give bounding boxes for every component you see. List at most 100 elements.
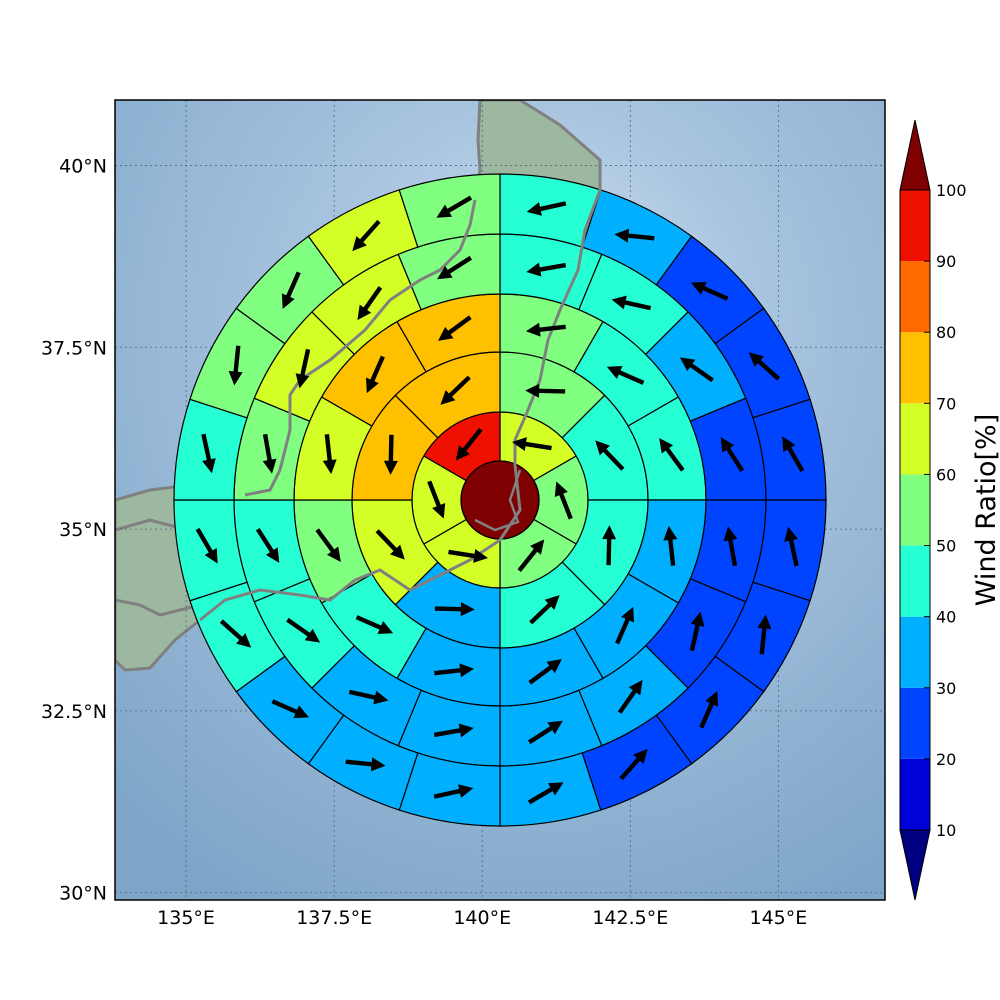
longitude-tick-label: 145°E — [749, 907, 807, 929]
colorbar-under-extension — [899, 829, 931, 901]
longitude-ticks: 135°E 137.5°E 140°E 142.5°E 145°E — [157, 907, 807, 929]
colorbar-tick-label: 90 — [936, 252, 956, 271]
latitude-tick-label: 32.5°N — [41, 701, 107, 723]
colorbar-segment — [900, 616, 930, 688]
wind-arrow — [690, 281, 729, 301]
wind-arrow — [433, 723, 474, 738]
wind-arrow — [782, 436, 805, 473]
wind-arrow — [720, 437, 745, 473]
wind-arrow — [699, 690, 719, 729]
wind-arrow — [345, 757, 386, 772]
wind-arrow — [784, 526, 799, 567]
latitude-tick-label: 35°N — [59, 519, 107, 541]
wind-arrow — [529, 595, 560, 625]
longitude-tick-label: 140°E — [453, 907, 511, 929]
wind-arrow — [315, 528, 341, 562]
wind-arrow — [525, 322, 566, 337]
colorbar-tick-label: 100 — [936, 181, 967, 200]
colorbar-tick-label: 80 — [936, 323, 956, 342]
wind-arrow — [595, 440, 625, 471]
colorbar-segment — [900, 474, 930, 546]
wind-ratio-sectors — [174, 174, 827, 827]
wind-arrow — [602, 525, 617, 566]
wind-arrow — [201, 433, 216, 474]
wind-arrow — [427, 480, 446, 519]
wind-arrow — [228, 345, 243, 386]
wind-arrow — [511, 437, 552, 452]
wind-arrow — [262, 433, 277, 474]
wind-arrows — [195, 195, 805, 805]
wind-arrow — [436, 195, 473, 218]
wind-arrow — [286, 617, 321, 643]
wind-arrow — [679, 357, 714, 383]
colorbar-segment — [900, 403, 930, 475]
wind-arrow — [271, 699, 310, 719]
wind-arrow — [748, 352, 781, 381]
wind-arrow — [438, 315, 472, 341]
wind-arrow — [357, 286, 383, 321]
colorbar-tick-label: 20 — [936, 750, 956, 769]
wind-arrow — [255, 527, 280, 563]
wind-arrow — [348, 689, 389, 705]
map-panel — [114, 99, 886, 901]
wind-arrow — [659, 438, 685, 472]
longitude-tick-label: 142.5°E — [592, 907, 668, 929]
wind-arrow — [375, 529, 405, 560]
wind-arrow — [606, 366, 645, 385]
wind-arrow — [526, 201, 567, 216]
wind-arrow — [219, 619, 252, 648]
latitude-tick-label: 37.5°N — [41, 337, 107, 359]
wind-arrow — [527, 782, 564, 805]
colorbar-tick-label: 40 — [936, 608, 956, 627]
wind-arrow — [355, 615, 394, 634]
coastline — [199, 160, 602, 622]
colorbar-label: Wind Ratio[%] — [971, 414, 1000, 606]
colorbar-segment — [900, 758, 930, 830]
colorbar-tick-label: 50 — [936, 537, 956, 556]
wind-arrow — [619, 748, 648, 781]
wind-arrow — [526, 262, 567, 277]
colorbar-over-extension — [899, 119, 931, 191]
wind-arrow — [617, 679, 643, 714]
wind-arrow — [195, 527, 218, 564]
colorbar-tick-label: 60 — [936, 465, 956, 484]
wind-arrow — [434, 663, 475, 678]
colorbar-tick-label: 10 — [936, 821, 956, 840]
map-frame — [114, 99, 886, 901]
wind-arrow — [440, 375, 471, 405]
colorbar-segment — [900, 687, 930, 759]
wind-arrow — [437, 255, 473, 280]
coastline-overlay — [199, 160, 602, 622]
colorbar: 10 20 30 40 50 60 70 80 90 100 — [899, 119, 967, 901]
wind-arrow — [448, 548, 489, 563]
wind-arrow — [689, 611, 705, 652]
center-coastline — [474, 469, 522, 532]
wind-arrow — [554, 481, 573, 520]
wind-arrow — [517, 539, 545, 572]
wind-arrow — [322, 434, 337, 475]
wind-arrow — [295, 348, 311, 389]
wind-arrow — [723, 526, 738, 567]
wind-arrow — [663, 525, 678, 566]
wind-arrow — [525, 383, 566, 398]
coastline-west — [244, 199, 477, 497]
colorbar-tick-label: 30 — [936, 679, 956, 698]
longitude-tick-label: 135°E — [157, 907, 215, 929]
latitude-ticks: 30°N 32.5°N 35°N 37.5°N 40°N — [41, 155, 107, 904]
wind-arrow — [434, 602, 475, 617]
latitude-tick-label: 40°N — [59, 155, 107, 177]
colorbar-segment — [900, 545, 930, 617]
wind-arrow — [615, 606, 634, 645]
latitude-tick-label: 30°N — [59, 883, 107, 905]
wind-arrow — [281, 271, 301, 310]
wind-arrow — [352, 219, 381, 252]
wind-arrow — [528, 659, 562, 685]
wind-arrow — [757, 614, 772, 655]
wind-arrow — [383, 434, 398, 475]
wind-arrow — [366, 355, 385, 394]
wind-arrow — [614, 228, 655, 243]
colorbar-frame — [899, 189, 931, 831]
colorbar-tick-label: 70 — [936, 394, 956, 413]
wind-arrow — [433, 784, 474, 799]
